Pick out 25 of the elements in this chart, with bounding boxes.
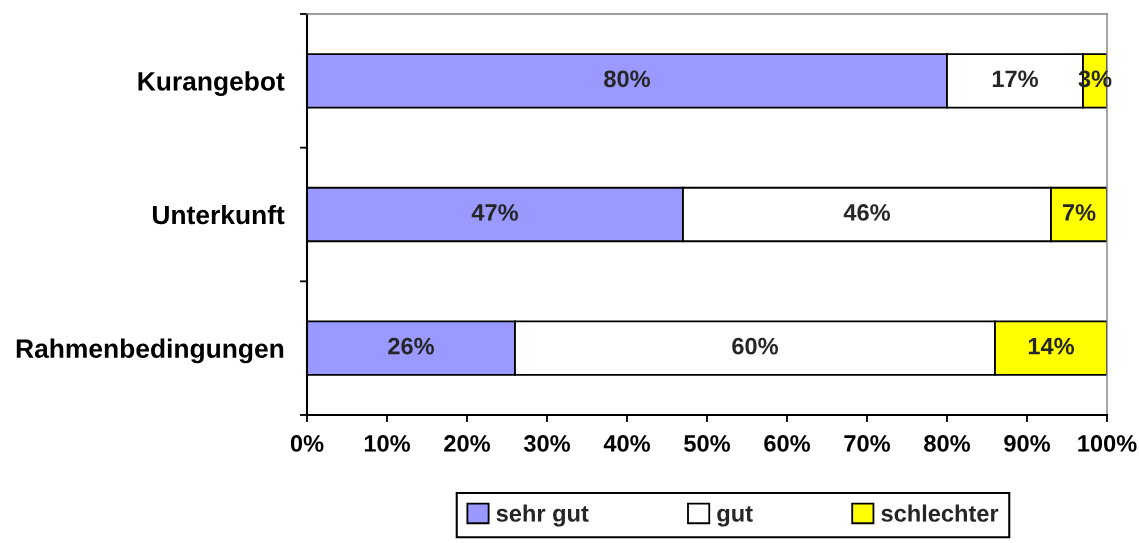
data-label: 7%: [1062, 204, 1096, 221]
y-tick-label: Rahmenbedingungen: [16, 338, 284, 364]
x-tick-label: 60%: [764, 435, 811, 452]
data-label: 14%: [1028, 337, 1075, 355]
x-tick-label: 80%: [924, 435, 971, 452]
x-tick-label: 0%: [290, 435, 324, 452]
legend-label: schlechter: [881, 504, 999, 522]
x-tick-label: 70%: [844, 435, 891, 452]
legend-label: sehr gut: [496, 504, 589, 527]
data-label: 46%: [843, 204, 891, 221]
x-tick-label: 20%: [444, 435, 491, 452]
data-label: 60%: [732, 337, 779, 355]
x-tick-label: 10%: [364, 435, 411, 452]
legend-label: gut: [717, 506, 753, 527]
x-tick-label: 90%: [1004, 435, 1051, 452]
data-label: 80%: [604, 70, 651, 88]
data-label: 26%: [388, 337, 435, 355]
x-tick-label: 30%: [523, 435, 571, 452]
x-tick-label: 100%: [1078, 435, 1137, 452]
data-label: 47%: [471, 204, 519, 221]
x-tick-label: 50%: [684, 435, 731, 452]
data-label: 17%: [992, 70, 1039, 88]
x-tick-label: 40%: [603, 435, 651, 452]
y-tick-label: Kurangebot: [138, 71, 285, 96]
y-tick-label: Unterkunft: [152, 204, 285, 225]
